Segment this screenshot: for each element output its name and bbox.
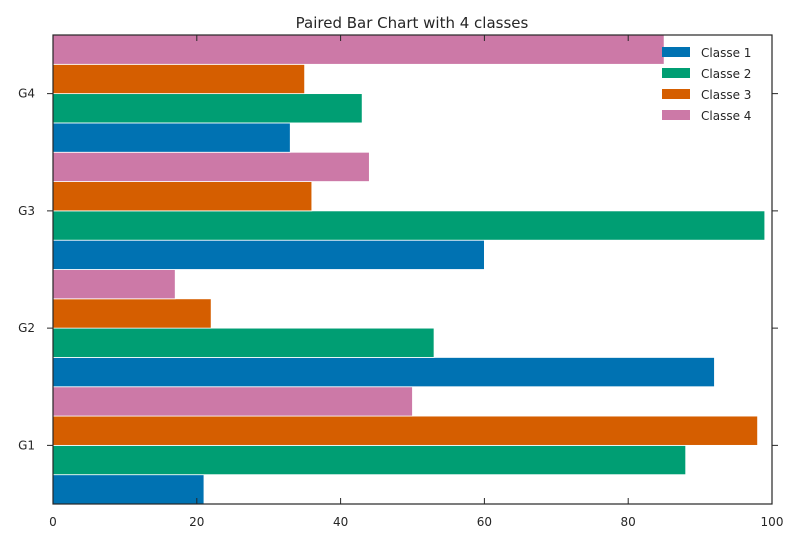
y-tick-label: G4 xyxy=(18,87,35,101)
bar-g4-classe-1 xyxy=(52,122,291,153)
bar-g1-classe-1 xyxy=(52,474,205,505)
x-tick-label: 60 xyxy=(477,515,492,529)
bar-g4-classe-4 xyxy=(52,34,665,65)
x-tick-label: 100 xyxy=(761,515,784,529)
legend-label: Classe 4 xyxy=(701,109,751,123)
y-tick-label: G2 xyxy=(18,321,35,335)
legend-swatch xyxy=(662,47,690,57)
legend-label: Classe 3 xyxy=(701,88,751,102)
bar-g1-classe-3 xyxy=(52,415,759,446)
plot-frame xyxy=(52,34,773,505)
legend-swatch xyxy=(662,110,690,120)
x-tick-label: 0 xyxy=(49,515,57,529)
bar-g2-classe-1 xyxy=(52,357,715,388)
chart-title: Paired Bar Chart with 4 classes xyxy=(296,14,529,32)
bar-g2-classe-4 xyxy=(52,269,176,300)
bar-g2-classe-2 xyxy=(52,327,435,358)
axes-group: 0 20 40 60 80 100 G1 G2 G3 G4 xyxy=(18,34,784,529)
legend-label: Classe 1 xyxy=(701,46,751,60)
bar-g4-classe-3 xyxy=(52,63,306,95)
bars-group xyxy=(52,34,766,505)
x-tick-label: 20 xyxy=(189,515,204,529)
y-tick-label: G1 xyxy=(18,438,35,452)
bar-g4-classe-2 xyxy=(52,93,363,124)
legend: Classe 1 Classe 2 Classe 3 Classe 4 xyxy=(662,46,751,123)
legend-label: Classe 2 xyxy=(701,67,751,81)
bar-g3-classe-2 xyxy=(52,210,766,241)
x-tick-label: 40 xyxy=(333,515,348,529)
bar-g2-classe-3 xyxy=(52,298,212,329)
bar-g1-classe-4 xyxy=(52,386,413,417)
legend-swatch xyxy=(662,89,690,99)
bar-g1-classe-2 xyxy=(52,444,687,476)
bar-g3-classe-3 xyxy=(52,181,313,212)
x-tick-label: 80 xyxy=(621,515,636,529)
legend-swatch xyxy=(662,68,690,78)
bar-g3-classe-4 xyxy=(52,151,370,182)
bar-g3-classe-1 xyxy=(52,239,485,270)
y-tick-label: G3 xyxy=(18,204,35,218)
